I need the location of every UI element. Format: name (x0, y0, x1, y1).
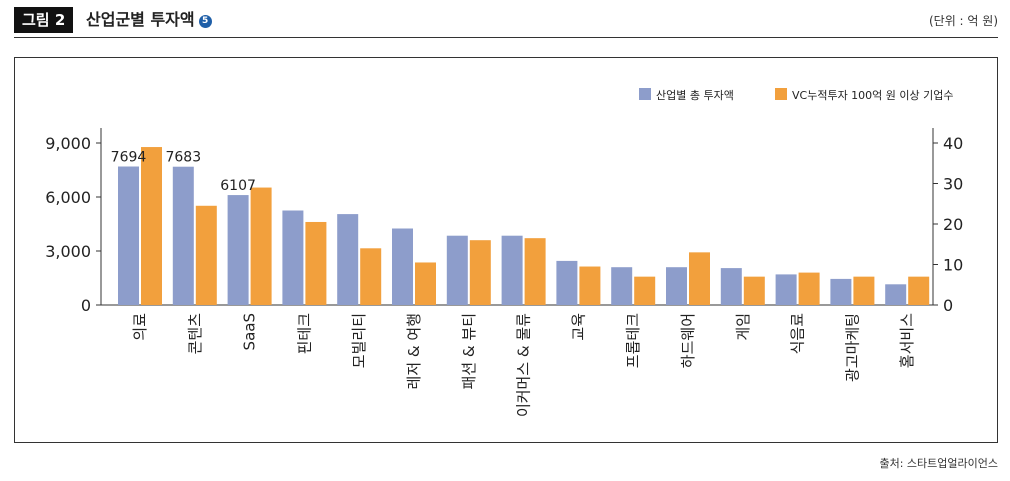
category-labels: 의료 콘텐츠 SaaS 핀테크 모빌리티 레저 & 여행 패션 & 뷰티 이커머스 & 물류 교… (131, 313, 916, 417)
bar-vc-count (141, 147, 162, 305)
legend-swatch-vc-count (775, 88, 787, 100)
bars: 7694 7683 6107 (111, 147, 930, 305)
bar-investment (720, 268, 742, 305)
category-label: 하드웨어 (679, 313, 697, 368)
bar-vc-count (469, 240, 491, 305)
bar-investment (611, 267, 633, 305)
bar-vc-count (908, 276, 930, 305)
unit-label: (단위 : 억 원) (928, 14, 998, 28)
chart-title: 산업군별 투자액 5 (86, 8, 212, 32)
bar-data-label: 7683 (165, 150, 201, 166)
bar-vc-count (415, 262, 436, 305)
bar-vc-count (743, 276, 765, 305)
bar-investment (775, 274, 797, 305)
legend: 산업별 총 투자액 VC누적투자 100억 원 이상 기업수 (639, 88, 954, 102)
source-note: 출처: 스타트업얼라이언스 (879, 457, 998, 470)
bar-investment (501, 235, 523, 305)
bar-investment (830, 278, 852, 305)
right-tick-label: 30 (943, 175, 963, 194)
legend-swatch-investment (639, 88, 651, 100)
bar-data-label: 6107 (220, 178, 256, 194)
bar-investment (227, 195, 249, 305)
bar-vc-count (579, 266, 601, 305)
bar-investment (556, 260, 578, 305)
right-tick-label: 0 (943, 296, 953, 315)
bar-investment (446, 235, 468, 305)
bar-vc-count (634, 276, 656, 305)
category-label: 패션 & 뷰티 (460, 313, 478, 389)
bar-investment (172, 166, 194, 305)
right-tick-label: 40 (943, 134, 963, 153)
bar-vc-count (195, 205, 217, 305)
category-label: SaaS (241, 313, 259, 350)
bar-investment (666, 267, 687, 305)
bar-investment (118, 166, 139, 305)
bar-vc-count (689, 252, 710, 305)
category-label: 식음료 (789, 313, 807, 355)
category-label: 의료 (131, 313, 149, 341)
category-label: 레저 & 여행 (405, 313, 423, 389)
bar-data-label: 7694 (111, 150, 147, 166)
bar-vc-count (853, 276, 875, 305)
chart-frame: 산업별 총 투자액 VC누적투자 100억 원 이상 기업수 0 3,000 6,00… (14, 57, 998, 443)
right-tick-label: 10 (943, 256, 963, 275)
bar-vc-count (524, 238, 546, 305)
bar-chart: 산업별 총 투자액 VC누적투자 100억 원 이상 기업수 0 3,000 6,00… (45, 88, 963, 417)
left-tick-label: 6,000 (45, 188, 91, 207)
bar-vc-count (305, 221, 327, 305)
right-tick-label: 20 (943, 215, 963, 234)
category-label: 이커머스 & 물류 (515, 313, 533, 417)
header-divider (14, 37, 998, 38)
title-number-badge: 5 (198, 15, 212, 28)
chart-title-text: 산업군별 투자액 (86, 10, 195, 29)
figure-label: 그림 2 (14, 7, 74, 33)
legend-label-vc-count: VC누적투자 100억 원 이상 기업수 (792, 89, 954, 102)
bar-vc-count (798, 272, 820, 305)
left-tick-label: 0 (81, 296, 91, 315)
category-label: 교육 (569, 313, 587, 341)
category-label: 홈서비스 (898, 313, 916, 368)
bar-vc-count (250, 187, 272, 305)
category-label: 게임 (734, 313, 752, 341)
left-tick-label: 9,000 (45, 134, 91, 153)
category-label: 핀테크 (295, 313, 313, 354)
bar-investment (282, 210, 304, 305)
category-label: 광고마케팅 (843, 313, 861, 382)
category-label: 프롭테크 (624, 313, 642, 368)
bar-vc-count (360, 248, 382, 305)
bar-investment (337, 214, 359, 305)
category-label: 모빌리티 (350, 313, 368, 368)
left-tick-label: 3,000 (45, 242, 91, 261)
category-label: 콘텐츠 (186, 313, 204, 355)
bar-investment (392, 228, 413, 305)
bar-investment (885, 284, 907, 305)
legend-label-investment: 산업별 총 투자액 (656, 89, 734, 102)
